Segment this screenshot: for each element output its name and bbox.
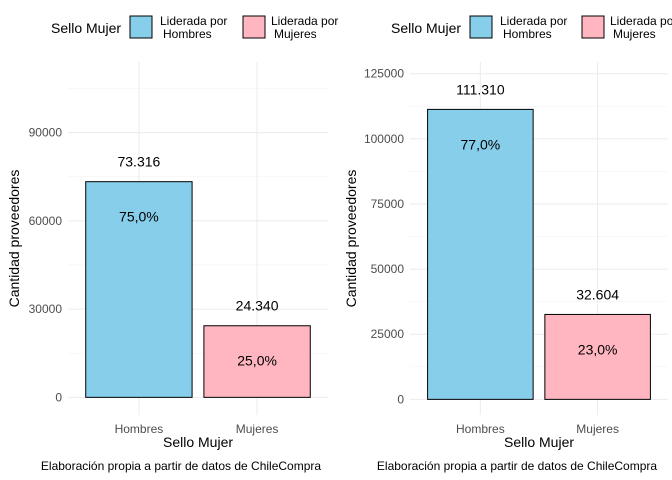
- y-tick-label: 90000: [29, 126, 63, 140]
- x-axis-title: Sello Mujer: [163, 434, 233, 450]
- legend: Sello Mujer Liderada por Hombres Liderada p…: [391, 14, 672, 41]
- x-tick-label: Mujeres: [576, 422, 619, 436]
- x-axis-title: Sello Mujer: [504, 434, 574, 450]
- caption: Elaboración propia a partir de datos de …: [41, 459, 321, 473]
- y-tick-label: 25000: [371, 327, 405, 341]
- chart-panel-1: 0 30000 60000 90000 73.316 75,0% Hombres 24.340…: [6, 14, 338, 473]
- y-tick-label: 60000: [29, 214, 63, 228]
- bar-hombres: [427, 108, 534, 400]
- y-axis-title: Cantidad proveedores: [6, 170, 22, 308]
- legend-swatch-mujeres: [242, 15, 266, 39]
- count-label: 111.310: [456, 81, 505, 97]
- legend: Sello Mujer Liderada por Hombres Liderada p…: [51, 14, 338, 41]
- legend-label: Liderada por Mujeres: [271, 14, 338, 41]
- x-tick-label: Mujeres: [236, 422, 279, 436]
- legend-label: Liderada por Hombres: [160, 14, 227, 41]
- legend-label: Liderada por Mujeres: [610, 14, 672, 41]
- y-tick-label: 100000: [364, 132, 404, 146]
- count-label: 24.340: [236, 298, 279, 314]
- y-tick-label: 50000: [371, 262, 405, 276]
- bar-mujeres: [544, 313, 651, 400]
- count-label: 73.316: [117, 154, 160, 170]
- legend-swatch-hombres: [469, 15, 493, 39]
- y-tick-label: 125000: [364, 67, 404, 81]
- bar-mujeres: [203, 325, 311, 398]
- percent-label: 77,0%: [461, 136, 501, 152]
- percent-label: 23,0%: [578, 341, 618, 357]
- bar-hombres: [85, 181, 193, 398]
- legend-label: Liderada por Hombres: [500, 14, 567, 41]
- caption: Elaboración propia a partir de datos de …: [377, 459, 657, 473]
- x-tick-label: Hombres: [115, 422, 164, 436]
- y-tick-label: 0: [397, 392, 404, 406]
- y-tick-label: 75000: [371, 197, 405, 211]
- legend-title: Sello Mujer: [391, 20, 461, 36]
- chart-panel-2: 0 25000 50000 75000 100000 125000 111.310 77,0%…: [343, 14, 672, 473]
- y-tick-label: 30000: [29, 302, 63, 316]
- y-tick-label: 0: [55, 390, 62, 404]
- percent-label: 25,0%: [237, 353, 277, 369]
- count-label: 32.604: [576, 286, 619, 302]
- legend-swatch-hombres: [129, 15, 153, 39]
- x-tick-label: Hombres: [456, 422, 505, 436]
- legend-swatch-mujeres: [581, 15, 605, 39]
- percent-label: 75,0%: [119, 209, 159, 225]
- y-axis-title: Cantidad proveedores: [343, 170, 359, 308]
- legend-title: Sello Mujer: [51, 20, 121, 36]
